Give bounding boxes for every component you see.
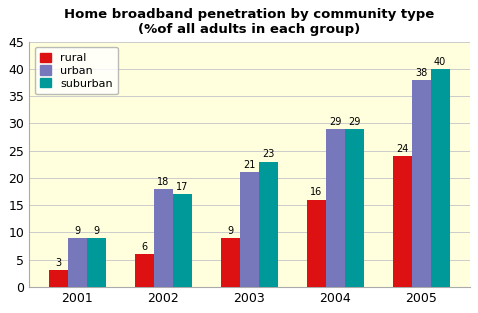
Bar [345, 129, 364, 287]
Text: 21: 21 [243, 160, 256, 170]
Text: 40: 40 [434, 57, 446, 67]
Text: 23: 23 [262, 149, 274, 159]
Text: 9: 9 [75, 226, 80, 236]
Bar [259, 162, 278, 287]
Text: 17: 17 [176, 182, 188, 192]
Text: 9: 9 [93, 226, 99, 236]
Bar [393, 156, 412, 287]
Bar [49, 270, 68, 287]
Bar [135, 254, 154, 287]
Text: 29: 29 [348, 117, 360, 127]
Text: 6: 6 [141, 242, 148, 252]
Text: 38: 38 [415, 68, 427, 78]
Text: 24: 24 [396, 144, 409, 154]
Text: 9: 9 [228, 226, 234, 236]
Bar [240, 172, 259, 287]
Bar [173, 194, 192, 287]
Bar [87, 238, 106, 287]
Text: 3: 3 [55, 258, 62, 268]
Text: 18: 18 [157, 177, 170, 187]
Bar [154, 189, 173, 287]
Bar [307, 200, 326, 287]
Title: Home broadband penetration by community type
(%of all adults in each group): Home broadband penetration by community … [64, 8, 435, 36]
Legend: rural, urban, suburban: rural, urban, suburban [34, 47, 119, 94]
Bar [68, 238, 87, 287]
Text: 16: 16 [310, 187, 323, 198]
Bar [221, 238, 240, 287]
Bar [412, 80, 431, 287]
Bar [431, 69, 450, 287]
Text: 29: 29 [329, 117, 341, 127]
Bar [326, 129, 345, 287]
